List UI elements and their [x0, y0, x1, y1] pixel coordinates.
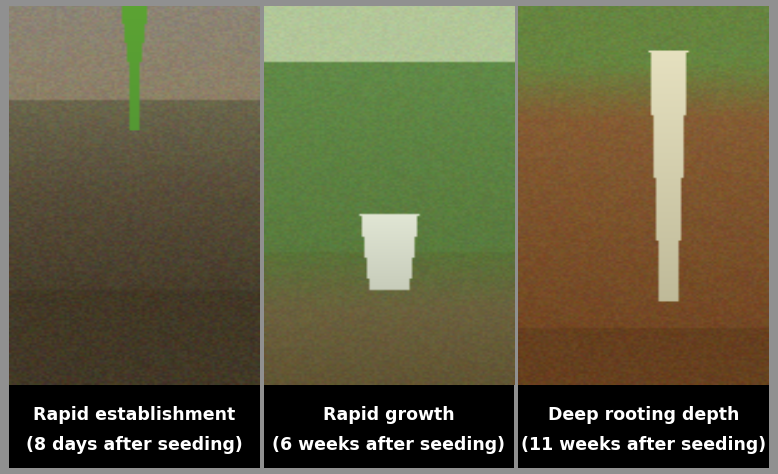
Text: (6 weeks after seeding): (6 weeks after seeding): [272, 436, 506, 454]
Text: Rapid establishment: Rapid establishment: [33, 406, 236, 424]
Text: (8 days after seeding): (8 days after seeding): [26, 436, 243, 454]
Text: Rapid growth: Rapid growth: [323, 406, 455, 424]
Text: (11 weeks after seeding): (11 weeks after seeding): [520, 436, 766, 454]
Text: Deep rooting depth: Deep rooting depth: [548, 406, 739, 424]
